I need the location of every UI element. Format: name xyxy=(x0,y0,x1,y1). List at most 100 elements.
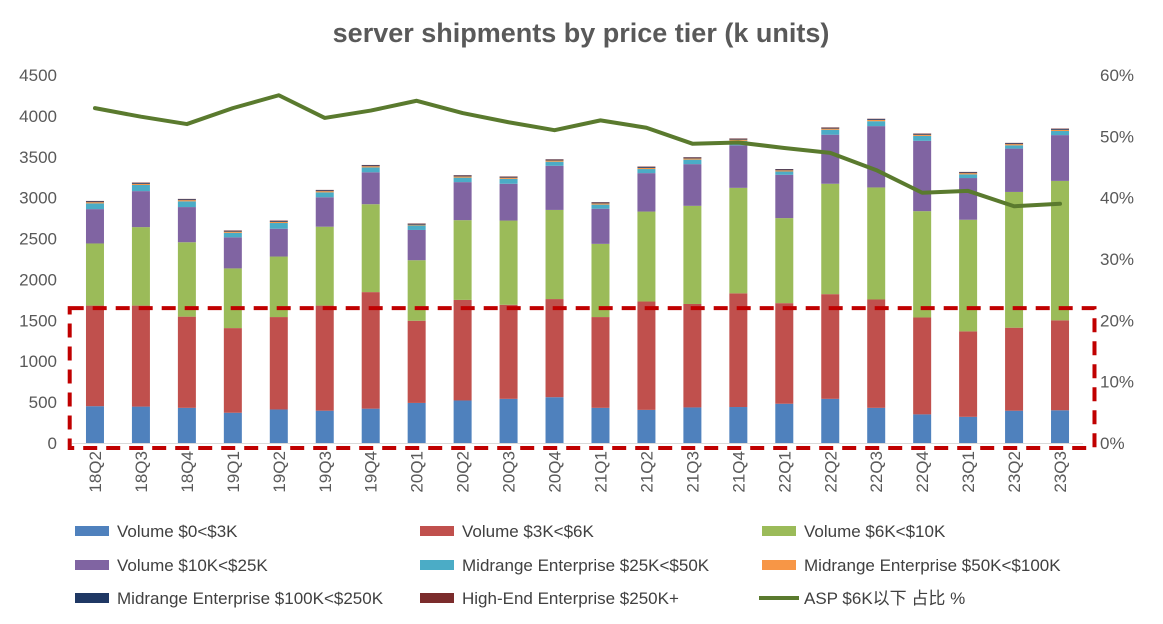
bar-segment xyxy=(729,145,748,188)
x-tick-label: 23Q2 xyxy=(1005,451,1024,493)
right-tick-label: 40% xyxy=(1100,189,1134,208)
bar-segment xyxy=(867,121,886,127)
bar-segment xyxy=(775,170,794,172)
bar-segment xyxy=(683,164,702,206)
legend-label: ASP $6K以下 占比 % xyxy=(804,589,965,608)
x-tick-label: 21Q3 xyxy=(683,451,702,493)
bar-segment xyxy=(177,207,196,243)
left-tick-label: 0 xyxy=(48,434,57,453)
legend-swatch xyxy=(762,560,796,570)
right-tick-label: 0% xyxy=(1100,434,1125,453)
right-tick-label: 60% xyxy=(1100,66,1134,85)
bar-segment xyxy=(453,299,472,401)
bar-segment xyxy=(85,243,104,306)
bar-segment xyxy=(545,161,564,166)
bar-segment xyxy=(959,331,978,417)
asp-share-line-layer xyxy=(92,93,1063,209)
x-tick-label: 22Q3 xyxy=(867,451,886,493)
bar-stack-19Q1 xyxy=(223,230,242,443)
bar-segment xyxy=(959,416,978,443)
bar-segment xyxy=(683,159,702,165)
bar-segment xyxy=(223,232,242,238)
bar-segment xyxy=(269,317,288,410)
bar-segment xyxy=(269,223,288,229)
left-tick-label: 1000 xyxy=(19,352,57,371)
bar-segment xyxy=(407,223,426,225)
x-tick-label: 18Q4 xyxy=(178,451,197,493)
bar-segment xyxy=(591,208,610,244)
bar-segment xyxy=(223,268,242,329)
legend-label: Volume $10K<$25K xyxy=(117,556,268,575)
bar-stack-19Q3 xyxy=(315,189,334,443)
bar-segment xyxy=(683,157,702,159)
bar-segment xyxy=(131,406,150,443)
bar-segment xyxy=(683,407,702,443)
bar-segment xyxy=(1051,131,1070,136)
bar-segment xyxy=(867,119,886,122)
bar-segment xyxy=(821,128,840,130)
x-tick-label: 20Q3 xyxy=(500,451,519,493)
left-tick-label: 2500 xyxy=(19,230,57,249)
bar-segment xyxy=(269,220,288,222)
bar-segment xyxy=(269,409,288,443)
bar-stack-21Q2 xyxy=(637,166,656,443)
bar-stack-19Q4 xyxy=(361,164,380,443)
bar-segment xyxy=(545,397,564,443)
legend-label: High-End Enterprise $250K+ xyxy=(462,589,679,608)
bar-segment xyxy=(959,172,978,174)
bar-segment xyxy=(131,183,150,185)
bar-segment xyxy=(729,293,748,408)
bar-segment xyxy=(591,317,610,408)
x-tick-label: 20Q4 xyxy=(546,451,565,493)
bar-segment xyxy=(453,400,472,443)
bar-segment xyxy=(499,304,518,399)
bar-segment xyxy=(959,178,978,220)
x-tick-label: 19Q2 xyxy=(270,451,289,493)
bar-segment xyxy=(637,169,656,174)
bar-segment xyxy=(729,139,748,141)
bar-segment xyxy=(453,176,472,178)
bar-segment xyxy=(499,176,518,178)
left-tick-label: 3500 xyxy=(19,148,57,167)
bar-segment xyxy=(1051,129,1070,132)
x-tick-label: 23Q3 xyxy=(1051,451,1070,493)
bar-segment xyxy=(867,187,886,300)
bar-segment xyxy=(223,237,242,269)
bar-segment xyxy=(223,231,242,233)
bar-segment xyxy=(1005,410,1024,443)
legend-entry: Midrange Enterprise $50K<$100K xyxy=(762,556,1061,575)
bar-segment xyxy=(361,172,380,205)
bar-segment xyxy=(637,167,656,170)
bar-stack-22Q1 xyxy=(775,169,794,443)
bar-stack-23Q1 xyxy=(959,171,978,443)
bar-segment xyxy=(1051,128,1070,130)
right-axis-ticks: 0% 10% 20% 30% 40% 50% 60% xyxy=(1100,66,1134,453)
bar-segment xyxy=(637,211,656,302)
bar-segment xyxy=(683,158,702,160)
bar-stack-18Q3 xyxy=(131,182,150,443)
bar-segment xyxy=(407,260,426,321)
bar-segment xyxy=(407,320,426,403)
bar-segment xyxy=(545,209,564,300)
bar-segment xyxy=(177,407,196,443)
legend-label: Midrange Enterprise $100K<$250K xyxy=(117,589,384,608)
bar-segment xyxy=(775,171,794,175)
x-tick-label: 20Q1 xyxy=(408,451,427,493)
bar-segment xyxy=(177,200,196,202)
x-tick-label: 21Q1 xyxy=(591,451,610,493)
bar-segment xyxy=(1051,135,1070,181)
bar-segment xyxy=(269,221,288,224)
x-tick-label: 21Q2 xyxy=(637,451,656,493)
bar-segment xyxy=(407,402,426,443)
bar-segment xyxy=(453,175,472,177)
bar-segment xyxy=(775,403,794,443)
bar-segment xyxy=(85,305,104,407)
bar-segment xyxy=(913,211,932,318)
bar-segment xyxy=(775,174,794,219)
bar-segment xyxy=(591,204,610,209)
bar-segment xyxy=(591,243,610,318)
legend-swatch xyxy=(420,593,454,603)
bar-segment xyxy=(361,292,380,409)
right-tick-label: 10% xyxy=(1100,373,1134,392)
bar-stack-21Q3 xyxy=(683,157,702,443)
